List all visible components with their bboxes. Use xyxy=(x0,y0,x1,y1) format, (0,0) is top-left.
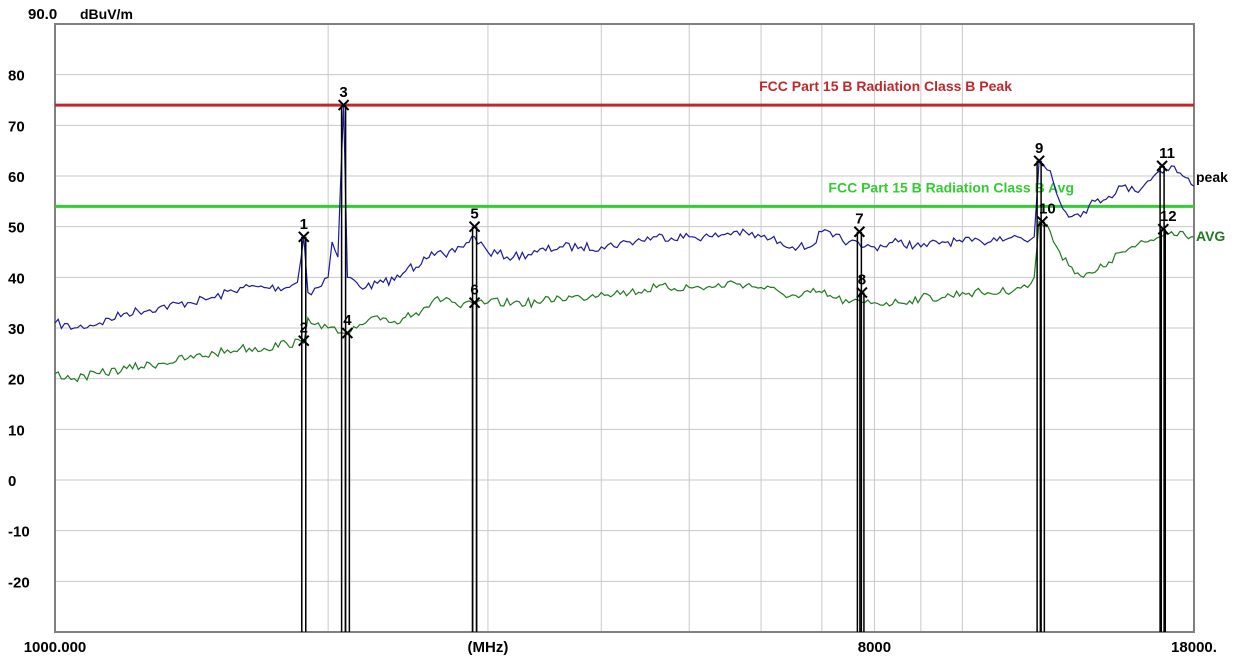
marker-x xyxy=(298,334,310,347)
grid xyxy=(55,24,1194,632)
marker-label: 11 xyxy=(1159,145,1175,162)
marker-x xyxy=(1157,223,1169,235)
y-axis-unit: dBuV/m xyxy=(80,6,133,22)
y-tick-label: 80 xyxy=(8,68,25,85)
series-label: peak xyxy=(1196,169,1228,185)
x-tick-label: 1000.000 xyxy=(24,639,87,656)
marker-label: 2 xyxy=(300,320,308,337)
y-tick-label: 10 xyxy=(8,422,25,439)
marker-x xyxy=(1036,215,1049,228)
x-axis-labels: 1000.000 (MHz) 8000 18000. xyxy=(24,639,1217,656)
marker-x xyxy=(1033,155,1045,167)
y-tick-label: 0 xyxy=(8,473,16,490)
marker-x xyxy=(468,296,481,309)
marker-label: 10 xyxy=(1039,201,1056,218)
x-tick-label: 8000 xyxy=(858,639,891,656)
y-tick-label: 70 xyxy=(8,118,25,135)
limit-lines: FCC Part 15 B Radiation Class B Peak FCC … xyxy=(55,78,1194,208)
series-label: AVG xyxy=(1196,228,1225,244)
marker-label: 4 xyxy=(343,312,352,329)
marker-label: 12 xyxy=(1160,208,1177,225)
y-tick-label: 60 xyxy=(8,169,25,186)
series-line-avg xyxy=(54,220,1195,383)
marker-x xyxy=(856,286,868,299)
x-tick-label: (MHz) xyxy=(468,639,509,656)
marker-label: 9 xyxy=(1035,140,1043,157)
marker-x xyxy=(298,231,310,243)
series-line-peak xyxy=(54,105,1195,330)
y-tick-label: 30 xyxy=(8,321,25,338)
y-tick-label: -10 xyxy=(8,524,30,541)
marker-label: 6 xyxy=(470,282,478,299)
x-tick-label: 18000. xyxy=(1171,639,1217,656)
marker-x xyxy=(1156,160,1168,172)
marker-label: 7 xyxy=(855,211,863,228)
marker-label: 1 xyxy=(300,216,308,233)
marker-x xyxy=(337,99,350,111)
marker-label: 3 xyxy=(339,84,347,101)
y-tick-label: 50 xyxy=(8,220,25,237)
limit-line-label: FCC Part 15 B Radiation Class B Avg xyxy=(828,179,1074,195)
data-series: peak AVG xyxy=(54,105,1228,383)
marker-x xyxy=(341,327,354,339)
y-tick-label: 40 xyxy=(8,270,25,287)
marker-label: 5 xyxy=(470,206,478,223)
limit-line-label: FCC Part 15 B Radiation Class B Peak xyxy=(759,78,1012,94)
y-axis-labels: 80 70 60 50 40 30 20 10 0 -10 -20 xyxy=(8,68,30,592)
y-axis-top-label: 90.0 xyxy=(28,6,57,23)
marker-x xyxy=(853,226,866,238)
marker-label: 8 xyxy=(858,272,866,289)
y-tick-label: -20 xyxy=(8,574,30,591)
y-tick-label: 20 xyxy=(8,372,25,389)
plot-frame xyxy=(54,23,1195,633)
marker-x xyxy=(468,220,481,233)
